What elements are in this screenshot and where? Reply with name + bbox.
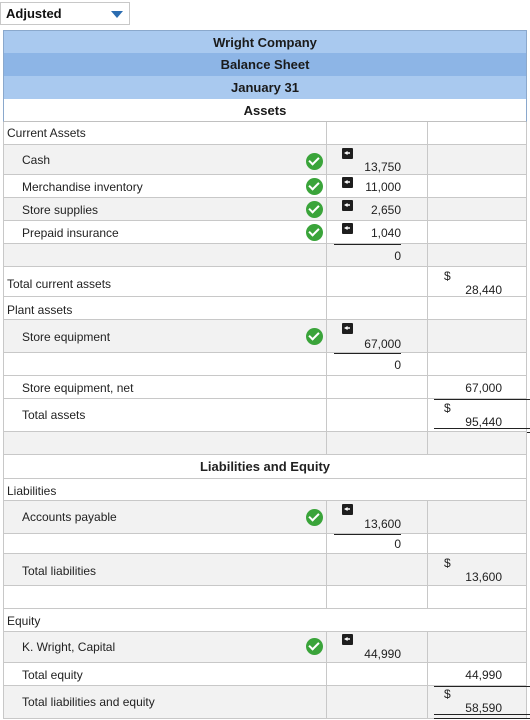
row-equity: Equity	[3, 609, 527, 632]
statement-type-dropdown[interactable]: Adjusted	[0, 2, 130, 25]
row-capital: K. Wright, Capital 44,990	[3, 632, 527, 663]
row-merchandise: Merchandise inventory 11,000	[3, 175, 527, 198]
merch-value[interactable]: 11,000	[365, 180, 401, 194]
flag-icon[interactable]	[342, 634, 353, 645]
ap-label[interactable]: Accounts payable	[22, 510, 117, 524]
total-liabilities-label[interactable]: Total liabilities	[22, 564, 97, 578]
flag-icon[interactable]	[342, 177, 353, 188]
equipment-net-label[interactable]: Store equipment, net	[22, 381, 134, 395]
current-assets-label: Current Assets	[7, 126, 86, 140]
row-accounts-payable: Accounts payable 13,600	[3, 501, 527, 534]
check-circle-icon	[306, 153, 323, 170]
statement-title: Balance Sheet	[3, 53, 527, 76]
equipment-value[interactable]: 67,000	[364, 337, 401, 351]
total-le-label[interactable]: Total liabilities and equity	[22, 695, 155, 709]
total-le-value[interactable]: 58,590	[465, 701, 502, 715]
check-circle-icon	[306, 328, 323, 345]
row-blank-1: 0	[3, 244, 527, 267]
dollar-sign: $	[444, 401, 451, 415]
row-le-header: Liabilities and Equity	[3, 455, 527, 478]
row-equipment-net: Store equipment, net 67,000	[3, 376, 527, 399]
row-plant-assets: Plant assets	[3, 297, 527, 320]
equity-label: Equity	[7, 614, 41, 628]
row-total-assets: Total assets $ 95,440	[3, 399, 530, 433]
ap-value[interactable]: 13,600	[364, 517, 401, 531]
row-empty-2	[3, 586, 527, 609]
row-empty	[3, 432, 527, 455]
equipment-label[interactable]: Store equipment	[22, 330, 111, 344]
row-store-equipment: Store equipment 67,000	[3, 320, 527, 353]
check-circle-icon	[306, 201, 323, 218]
row-total-current-assets: Total current assets $ 28,440	[3, 267, 527, 297]
total-underline	[434, 399, 530, 400]
dollar-sign: $	[444, 556, 451, 570]
total-underline	[434, 686, 530, 687]
liabilities-label: Liabilities	[7, 484, 57, 498]
total-assets-label[interactable]: Total assets	[22, 408, 86, 422]
subtotal-underline	[334, 244, 401, 245]
flag-icon[interactable]	[342, 504, 353, 515]
check-circle-icon	[306, 224, 323, 241]
supplies-label[interactable]: Store supplies	[22, 203, 99, 217]
row-blank-3: 0	[3, 534, 527, 554]
total-current-label[interactable]: Total current assets	[7, 277, 112, 291]
total-assets-value[interactable]: 95,440	[465, 415, 502, 429]
row-blank-2: 0	[3, 353, 527, 376]
row-liabilities: Liabilities	[3, 478, 527, 501]
row-total-liabilities: Total liabilities $ 13,600	[3, 554, 527, 586]
row-supplies: Store supplies 2,650	[3, 198, 527, 221]
blank-value-2[interactable]: 0	[394, 358, 401, 372]
supplies-value[interactable]: 2,650	[370, 203, 401, 217]
cash-label[interactable]: Cash	[22, 153, 51, 167]
section-assets: Assets	[3, 99, 527, 122]
blank-value-1[interactable]: 0	[394, 249, 401, 263]
total-equity-label[interactable]: Total equity	[22, 668, 83, 682]
row-total-le: Total liabilities and equity $ 58,590	[3, 686, 530, 719]
prepaid-value[interactable]: 1,040	[370, 226, 401, 240]
statement-date: January 31	[3, 76, 527, 99]
subtotal-underline	[334, 534, 401, 535]
check-circle-icon	[306, 178, 323, 195]
cash-value[interactable]: 13,750	[364, 160, 401, 174]
check-circle-icon	[306, 509, 323, 526]
total-current-value[interactable]: 28,440	[465, 283, 502, 297]
section-liabilities-equity: Liabilities and Equity	[199, 459, 331, 474]
row-current-assets: Current Assets	[3, 122, 527, 145]
company-name: Wright Company	[3, 30, 527, 53]
plant-assets-label: Plant assets	[7, 303, 73, 317]
row-cash: Cash 13,750	[3, 145, 527, 175]
total-liabilities-value[interactable]: 13,600	[465, 570, 502, 584]
row-total-equity: Total equity 44,990	[3, 663, 527, 686]
subtotal-underline	[334, 353, 401, 354]
prepaid-label[interactable]: Prepaid insurance	[22, 226, 119, 240]
equipment-net-value[interactable]: 67,000	[465, 381, 502, 395]
row-prepaid: Prepaid insurance 1,040	[3, 221, 527, 244]
capital-label[interactable]: K. Wright, Capital	[22, 640, 116, 654]
blank-value-3[interactable]: 0	[394, 537, 401, 551]
total-equity-value[interactable]: 44,990	[465, 668, 502, 682]
merch-label[interactable]: Merchandise inventory	[22, 180, 143, 194]
dropdown-value: Adjusted	[6, 6, 62, 21]
dollar-sign: $	[444, 687, 451, 701]
check-circle-icon	[306, 638, 323, 655]
flag-icon[interactable]	[342, 148, 353, 159]
double-underline	[434, 714, 530, 719]
flag-icon[interactable]	[342, 323, 353, 334]
flag-icon[interactable]	[342, 223, 353, 234]
dollar-sign: $	[444, 269, 451, 283]
chevron-down-icon[interactable]	[111, 11, 123, 18]
capital-value[interactable]: 44,990	[364, 647, 401, 661]
flag-icon[interactable]	[342, 200, 353, 211]
